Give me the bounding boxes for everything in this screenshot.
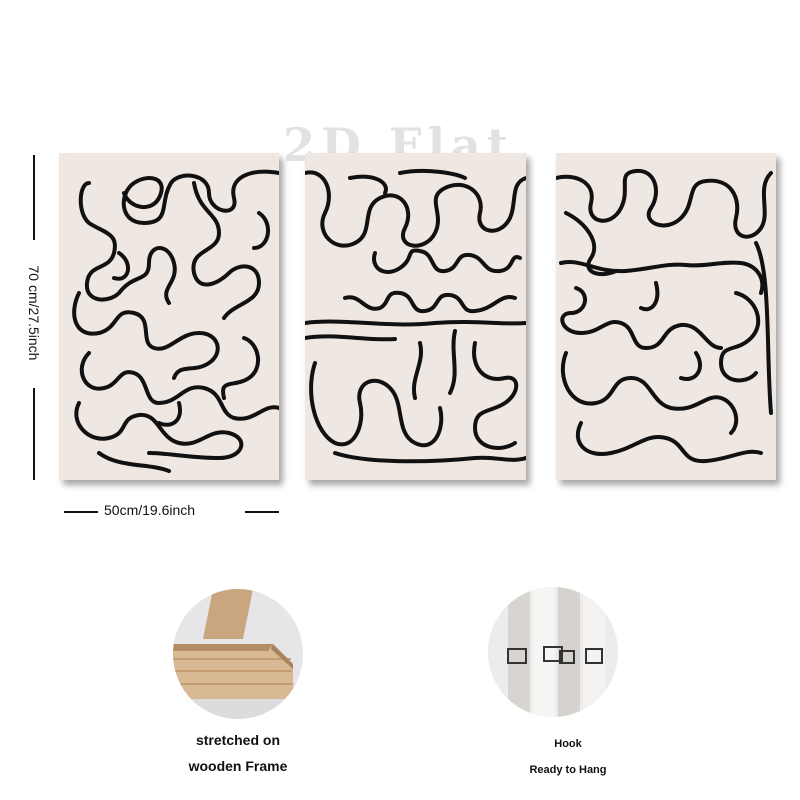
height-label: 70 cm/27.5inch <box>26 265 42 361</box>
width-label: 50cm/19.6inch <box>104 502 196 518</box>
width-dimension-line-right <box>245 511 279 513</box>
frame-caption-line-2: wooden Frame <box>188 758 288 774</box>
hook-caption-line-1: Hook <box>554 738 582 750</box>
line-art-right <box>556 168 773 464</box>
hook-caption-line-2: Ready to Hang <box>529 764 607 776</box>
right-panel <box>556 153 776 480</box>
line-art-center <box>305 168 526 464</box>
center-panel <box>305 153 526 480</box>
hook-icon <box>488 587 618 717</box>
left-panel <box>59 153 279 480</box>
wooden-frame-corner-icon <box>173 589 303 719</box>
frame-caption-line-1: stretched on <box>195 732 280 748</box>
line-art-left <box>72 169 279 473</box>
width-dimension-line-left <box>64 511 98 513</box>
height-dimension-line-top <box>33 155 35 240</box>
height-dimension-line-bottom <box>33 388 35 480</box>
